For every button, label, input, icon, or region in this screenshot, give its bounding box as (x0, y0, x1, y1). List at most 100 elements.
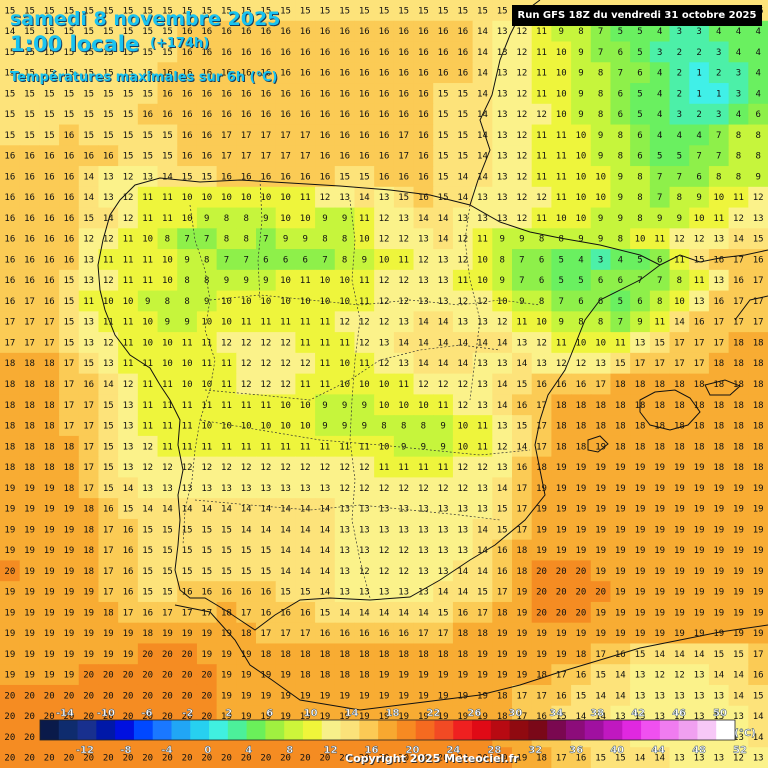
temperature-cell (334, 290, 356, 312)
temperature-cell (433, 352, 454, 375)
temperature-cell (728, 664, 749, 686)
temperature-value: 16 (418, 110, 429, 120)
temperature-cell (433, 373, 454, 395)
temperature-value: 19 (595, 567, 606, 577)
temperature-value: 16 (379, 89, 390, 99)
temperature-cell (354, 186, 375, 209)
temperature-value: 11 (260, 318, 271, 328)
temperature-cell (708, 560, 730, 582)
temperature-value: 17 (556, 754, 567, 764)
legend-swatch (133, 720, 154, 740)
temperature-cell (649, 332, 671, 354)
temperature-value: 14 (497, 380, 508, 390)
temperature-value: 18 (733, 422, 744, 432)
temperature-cell (393, 20, 415, 43)
temperature-value: 15 (63, 27, 74, 37)
temperature-value: 13 (83, 318, 94, 328)
temperature-cell (275, 415, 296, 437)
temperature-cell (157, 643, 178, 665)
temperature-value: 17 (63, 422, 74, 432)
temperature-value: 17 (280, 152, 291, 162)
temperature-value: 15 (201, 567, 212, 577)
temperature-value: 13 (694, 691, 705, 701)
temperature-cell (492, 20, 513, 43)
temperature-value: 18 (733, 463, 744, 473)
temperature-value: 19 (713, 525, 724, 535)
temperature-value: 13 (142, 484, 153, 494)
temperature-value: 19 (595, 546, 606, 556)
temperature-value: 15 (4, 110, 15, 120)
temperature-value: 11 (694, 276, 705, 286)
temperature-value: 16 (359, 69, 370, 79)
temperature-cell (177, 373, 198, 395)
temperature-cell (610, 249, 631, 271)
temperature-cell (295, 207, 316, 229)
temperature-value: 11 (142, 214, 153, 224)
temperature-value: 3 (677, 27, 682, 37)
temperature-value: 12 (280, 359, 291, 369)
temperature-value: 14 (457, 193, 468, 203)
temperature-cell (78, 560, 100, 582)
temperature-value: 16 (221, 89, 232, 99)
temperature-cell (295, 352, 316, 375)
temperature-cell (669, 311, 690, 333)
temperature-cell (472, 601, 493, 624)
temperature-cell (689, 477, 710, 499)
temperature-cell (689, 581, 710, 603)
temperature-cell (374, 352, 395, 375)
temperature-value: 13 (438, 276, 449, 286)
temperature-cell (590, 20, 612, 43)
temperature-value: 16 (398, 110, 409, 120)
temperature-cell (315, 166, 336, 188)
temperature-value: 9 (362, 401, 367, 411)
temperature-value: 13 (123, 463, 134, 473)
temperature-cell (413, 186, 434, 209)
temperature-cell (571, 747, 592, 768)
temperature-cell (295, 435, 316, 458)
temperature-value: 9 (499, 235, 504, 245)
temperature-value: 14 (438, 338, 449, 348)
temperature-cell (610, 684, 631, 707)
temperature-value: 12 (359, 318, 370, 328)
temperature-cell (0, 456, 21, 479)
temperature-value: 10 (418, 401, 429, 411)
temperature-cell (393, 684, 415, 707)
temperature-value: 19 (615, 525, 626, 535)
temperature-cell (118, 664, 139, 686)
temperature-value: 16 (379, 629, 390, 639)
temperature-value: 15 (142, 131, 153, 141)
temperature-value: 20 (201, 671, 212, 681)
temperature-cell (315, 311, 336, 333)
temperature-cell (354, 747, 375, 768)
temperature-cell (78, 435, 100, 458)
temperature-cell (137, 249, 159, 271)
temperature-value: 8 (184, 276, 189, 286)
temperature-cell (512, 518, 533, 541)
temperature-value: 10 (339, 380, 350, 390)
temperature-cell (19, 705, 40, 728)
temperature-value: 20 (398, 754, 409, 764)
temperature-value: 13 (398, 588, 409, 598)
temperature-cell (748, 311, 768, 333)
temperature-value: 14 (379, 608, 390, 618)
temperature-cell (275, 269, 296, 292)
temperature-cell (157, 747, 178, 768)
temperature-value: 19 (516, 650, 527, 660)
temperature-value: 12 (260, 359, 271, 369)
temperature-value: 19 (635, 525, 646, 535)
legend-swatch (716, 720, 736, 740)
temperature-value: 17 (103, 546, 114, 556)
temperature-cell (748, 332, 768, 354)
temperature-value: 18 (63, 463, 74, 473)
temperature-cell (236, 747, 257, 768)
temperature-cell (452, 477, 474, 499)
temperature-cell (315, 643, 336, 665)
temperature-value: 19 (635, 567, 646, 577)
temperature-value: 13 (123, 401, 134, 411)
temperature-cell (433, 103, 454, 126)
temperature-value: 15 (83, 214, 94, 224)
temperature-cell (295, 539, 316, 562)
temperature-value: 10 (379, 255, 390, 265)
temperature-value: 19 (24, 484, 35, 494)
temperature-cell (19, 518, 40, 541)
